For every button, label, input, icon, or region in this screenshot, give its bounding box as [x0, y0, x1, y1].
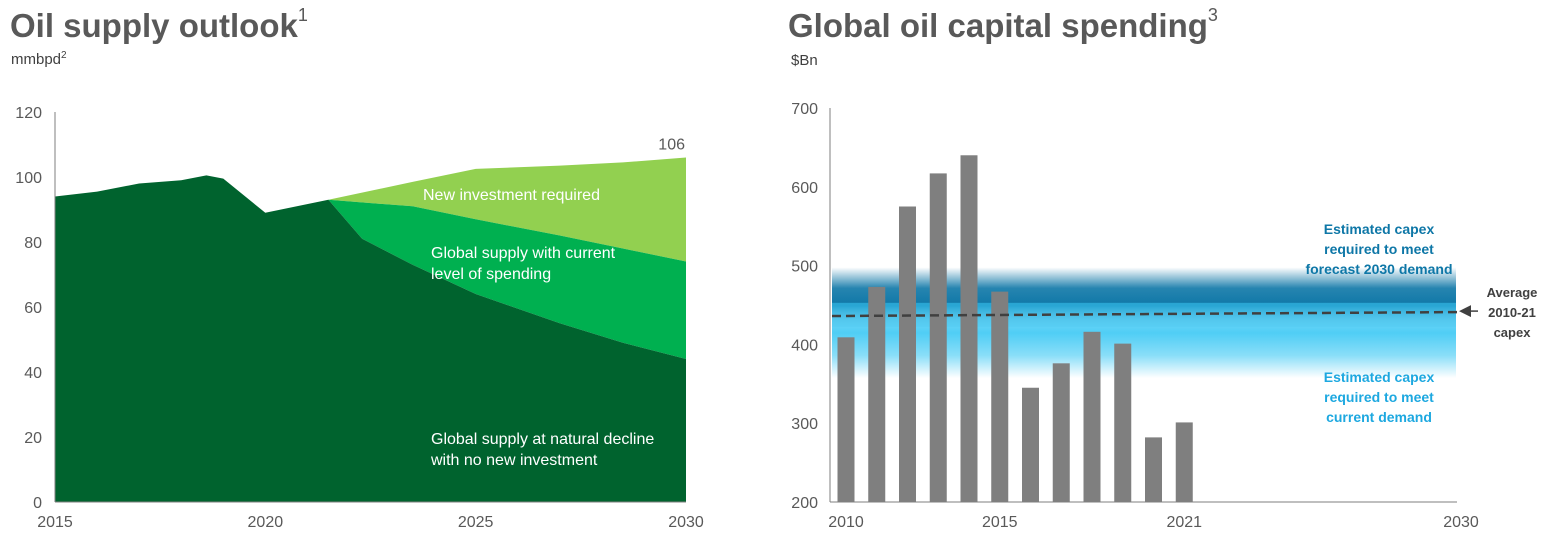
capex-bar — [1114, 343, 1132, 502]
x-tick-label: 2010 — [828, 514, 864, 531]
y-tick-label: 0 — [33, 495, 42, 512]
series-label: Global supply with current — [431, 245, 616, 262]
x-tick-label: 2030 — [1443, 514, 1479, 531]
x-tick-label: 2025 — [458, 514, 494, 531]
right-chart-unit: $Bn — [791, 52, 818, 69]
band-label: forecast 2030 demand — [1305, 261, 1452, 277]
x-tick-label: 2015 — [37, 514, 73, 531]
capex-bar — [1175, 422, 1193, 502]
band-label: Estimated capex — [1324, 221, 1435, 237]
y-tick-label: 700 — [791, 101, 818, 118]
band-label: Estimated capex — [1324, 369, 1435, 385]
x-tick-label: 2020 — [248, 514, 284, 531]
area-current-spending — [328, 199, 686, 359]
capex-bar — [1052, 363, 1070, 502]
series-label: level of spending — [431, 266, 551, 283]
y-tick-label: 60 — [24, 300, 42, 317]
capex-bar — [868, 286, 886, 502]
oil-supply-chart: 0 20 40 60 80 100 120 2015 2020 2025 2030 106 Global… — [15, 105, 704, 531]
capex-chart: Average 2010-21 capex Estimated capex requir… — [791, 101, 1537, 531]
y-tick-label: 120 — [15, 105, 42, 122]
capex-bar — [1083, 331, 1101, 502]
y-tick-label: 500 — [791, 259, 818, 276]
capex-bar — [1145, 437, 1162, 502]
y-tick-label: 300 — [791, 416, 818, 433]
capex-bar — [960, 155, 978, 502]
y-tick-label: 20 — [24, 430, 42, 447]
band-label: required to meet — [1324, 389, 1434, 405]
band-label: current demand — [1326, 409, 1432, 425]
average-label: capex — [1494, 325, 1532, 340]
capex-bar — [837, 337, 855, 502]
area-new-investment — [328, 157, 686, 262]
x-tick-label: 2021 — [1166, 514, 1202, 531]
x-tick-label: 2030 — [668, 514, 704, 531]
average-capex-line — [831, 310, 1458, 318]
y-tick-label: 200 — [791, 495, 818, 512]
series-label: New investment required — [423, 187, 600, 204]
capex-bar — [899, 206, 916, 502]
x-tick-label: 2015 — [982, 514, 1018, 531]
y-tick-label: 100 — [15, 170, 42, 187]
area-natural-decline — [55, 175, 686, 502]
y-tick-label: 600 — [791, 180, 818, 197]
right-chart-title: Global oil capital spending3 — [788, 5, 1218, 44]
series-label: with no new investment — [430, 452, 598, 469]
series-label: Global supply at natural decline — [431, 431, 654, 448]
left-chart-title: Oil supply outlook1 — [10, 5, 308, 44]
y-tick-label: 40 — [24, 365, 42, 382]
average-label: 2010-21 — [1488, 305, 1536, 320]
average-label: Average — [1487, 285, 1538, 300]
capex-bar — [991, 291, 1009, 502]
capex-bar — [929, 173, 947, 503]
y-tick-label: 80 — [24, 235, 42, 252]
capex-bar — [1022, 387, 1039, 502]
y-tick-label: 400 — [791, 337, 818, 354]
left-chart-unit: mmbpd2 — [11, 50, 67, 68]
end-value-label: 106 — [658, 137, 685, 154]
band-label: required to meet — [1324, 241, 1434, 257]
